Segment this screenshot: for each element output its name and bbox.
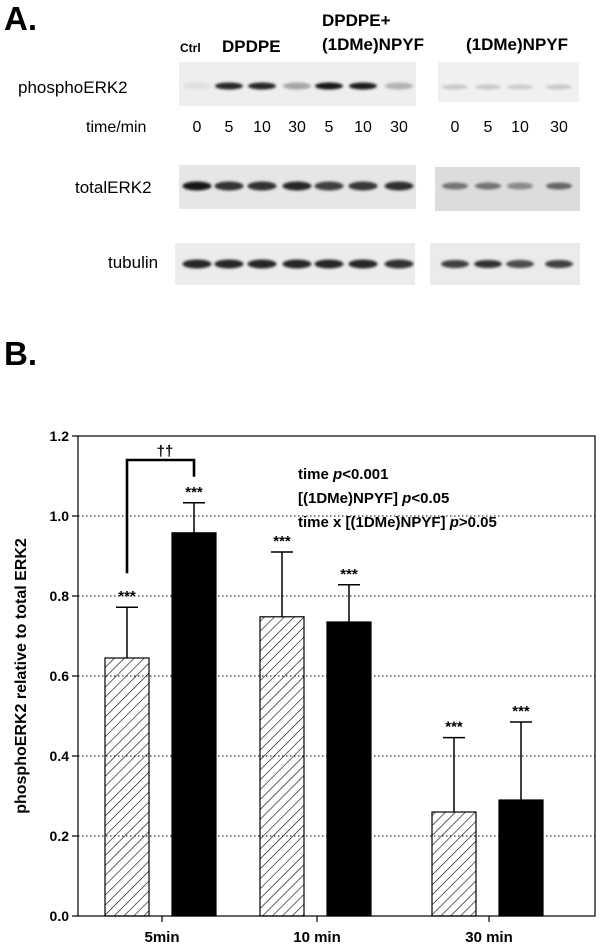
x-tick-label: 30 min (465, 929, 513, 946)
bar (171, 532, 217, 917)
panel-b-bar-chart: B. 0.0 0.2 0.4 0.6 0.8 1.0 1.2 5min 10 min 30 mi… (4, 335, 596, 946)
time-label-right: 30 (550, 119, 568, 136)
time-label-left: 5 (325, 119, 334, 136)
bracket-label: †† (157, 443, 174, 460)
y-tick-label: 0.0 (50, 908, 70, 924)
band-phosphoerk2 (215, 82, 243, 90)
time-label-left: 5 (225, 119, 234, 136)
band-tubulin (314, 259, 344, 269)
bar (104, 657, 150, 917)
band-tubulin (474, 260, 502, 268)
band-phosphoerk2 (248, 82, 276, 90)
band-totalerk2 (546, 182, 572, 190)
row-label-totalerk2: totalERK2 (75, 178, 152, 197)
time-label-left: 0 (193, 119, 202, 136)
bars: *** *** *** *** *** *** (104, 484, 544, 917)
stats-line-npyf: [(1DMe)NPYF] p<0.05 (298, 490, 449, 507)
band-phosphoerk2 (183, 82, 211, 90)
band-tubulin (282, 259, 312, 269)
y-axis-label: phosphoERK2 relative to total ERK2 (13, 538, 30, 814)
lane-header-combo-line1: DPDPE+ (322, 11, 391, 30)
panel-b-letter: B. (4, 335, 37, 372)
band-phosphoerk2 (315, 82, 343, 90)
band-phosphoerk2 (507, 84, 533, 90)
stats-line-interaction: time x [(1DMe)NPYF] p>0.05 (298, 514, 497, 531)
stats-legend: time p<0.001 [(1DMe)NPYF] p<0.05 time x … (298, 466, 497, 531)
y-tick-label: 0.4 (50, 748, 70, 764)
band-totalerk2 (348, 181, 378, 191)
time-label-left: 10 (253, 119, 271, 136)
band-totalerk2 (442, 182, 468, 190)
stats-line-time: time p<0.001 (298, 466, 388, 483)
band-tubulin (214, 259, 244, 269)
band-tubulin (384, 259, 414, 269)
y-tick-label: 1.0 (50, 508, 70, 524)
band-tubulin (182, 259, 212, 269)
time-label-right: 10 (511, 119, 529, 136)
band-phosphoerk2 (385, 82, 413, 90)
time-label-left: 10 (354, 119, 372, 136)
band-tubulin (247, 259, 277, 269)
panel-a-letter: A. (4, 0, 37, 37)
significance-label: *** (445, 719, 463, 736)
band-totalerk2 (507, 182, 533, 190)
bar (259, 616, 305, 917)
comparison-bracket: †† (125, 443, 196, 574)
significance-label: *** (512, 703, 530, 720)
time-label-left: 30 (288, 119, 306, 136)
band-tubulin (506, 260, 534, 268)
significance-label: *** (273, 533, 291, 550)
lane-header-ctrl: Ctrl (180, 41, 201, 55)
panel-a-western-blot: A. Ctrl DPDPE DPDPE+ (1DMe)NPYF (1DMe)NP… (4, 0, 580, 285)
y-tick-label: 0.6 (50, 668, 70, 684)
x-tick-label: 10 min (293, 929, 341, 946)
band-totalerk2 (314, 181, 344, 191)
y-tick-label: 1.2 (50, 428, 70, 444)
band-totalerk2 (384, 181, 414, 191)
row-label-phosphoerk2: phosphoERK2 (18, 78, 128, 97)
x-axis-ticks: 5min 10 min 30 min (144, 916, 513, 946)
lane-header-npyf: (1DMe)NPYF (466, 35, 568, 54)
band-tubulin (441, 260, 469, 268)
time-label-right: 0 (451, 119, 460, 136)
band-phosphoerk2 (349, 82, 377, 90)
blot-bands (182, 82, 573, 269)
bar (326, 621, 372, 917)
blot-strip-phospho-right (438, 62, 579, 102)
y-axis-ticks: 0.0 0.2 0.4 0.6 0.8 1.0 1.2 (50, 428, 78, 924)
band-totalerk2 (182, 181, 212, 191)
bracket-line (125, 458, 196, 574)
x-tick-label: 5min (144, 929, 179, 946)
row-label-tubulin: tubulin (108, 253, 158, 272)
time-label-left: 30 (390, 119, 408, 136)
band-phosphoerk2 (546, 84, 572, 90)
time-labels-right: 0 5 10 30 (451, 119, 568, 136)
band-totalerk2 (282, 181, 312, 191)
y-tick-label: 0.2 (50, 828, 70, 844)
significance-label: *** (185, 484, 203, 501)
band-phosphoerk2 (475, 84, 501, 90)
y-tick-label: 0.8 (50, 588, 70, 604)
lane-header-dpdpe: DPDPE (222, 37, 281, 56)
significance-label: *** (340, 566, 358, 583)
bar (498, 799, 544, 917)
band-tubulin (545, 260, 573, 268)
band-phosphoerk2 (283, 82, 311, 90)
band-totalerk2 (475, 182, 501, 190)
time-axis-label: time/min (86, 119, 146, 136)
band-phosphoerk2 (442, 84, 468, 90)
band-tubulin (348, 259, 378, 269)
bar (431, 811, 477, 917)
time-label-right: 5 (484, 119, 493, 136)
band-totalerk2 (214, 181, 244, 191)
significance-label: *** (118, 588, 136, 605)
time-labels-left: 0 5 10 30 5 10 30 (193, 119, 408, 136)
band-totalerk2 (247, 181, 277, 191)
lane-header-combo-line2: (1DMe)NPYF (322, 35, 424, 54)
